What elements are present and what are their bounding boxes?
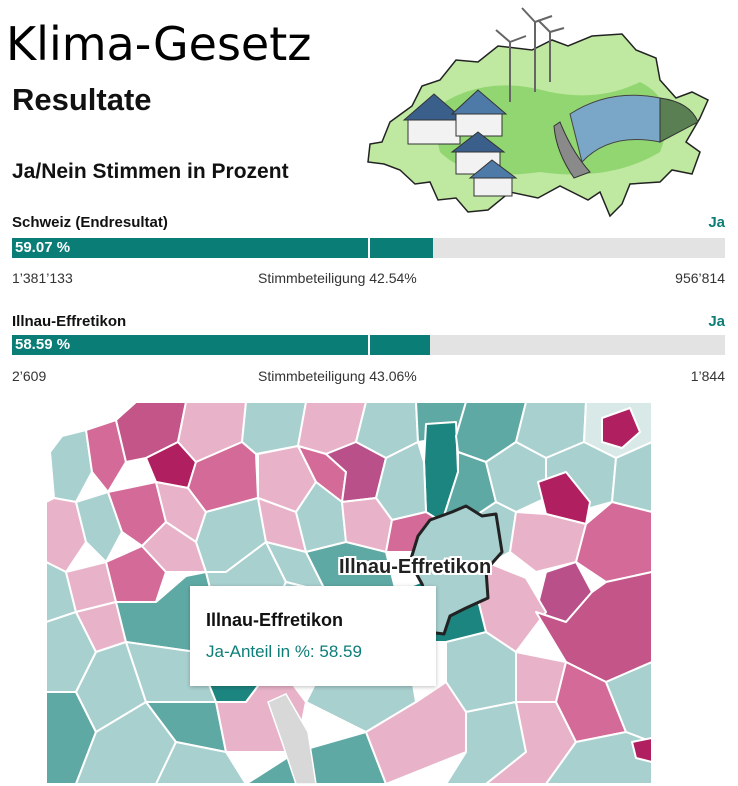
yes-votes-illnau: 2’609	[12, 368, 47, 384]
switzerland-illustration-icon	[367, 7, 709, 218]
results-heading: Resultate	[12, 82, 152, 117]
yes-votes-schweiz: 1’381’133	[12, 270, 73, 286]
municipality	[75, 491, 123, 563]
majority-marker	[368, 335, 370, 355]
no-votes-schweiz: 956’814	[675, 270, 725, 286]
result-bar-illnau: 58.59 %	[12, 335, 725, 355]
result-outcome-illnau: Ja	[708, 313, 725, 330]
result-label-illnau: Illnau-Effretikon	[12, 313, 127, 330]
municipality-map[interactable]	[46, 402, 652, 784]
municipality	[631, 737, 652, 763]
municipality	[545, 731, 652, 784]
municipality	[537, 471, 591, 525]
municipality	[245, 731, 387, 784]
result-bar-schweiz: 59.07 %	[12, 238, 725, 258]
municipality	[601, 407, 641, 449]
turnout-schweiz: Stimmbeteiligung 42.54%	[258, 270, 417, 286]
map-highlight-label: Illnau-Effretikon	[339, 556, 492, 578]
tooltip-title: Illnau-Effretikon	[206, 610, 344, 630]
no-votes-illnau: 1’844	[690, 368, 725, 384]
map-tooltip: Illnau-Effretikon Ja-Anteil in %: 58.59	[190, 586, 436, 686]
yes-percent: 58.59 %	[15, 336, 71, 353]
municipality	[155, 741, 247, 784]
yes-percent: 59.07 %	[15, 239, 71, 256]
result-label-schweiz: Schweiz (Endresultat)	[12, 214, 168, 231]
tooltip-value: Ja-Anteil in %: 58.59	[206, 642, 362, 661]
page-title: Klima-Gesetz	[6, 17, 312, 71]
municipality	[85, 419, 127, 493]
municipality	[605, 661, 652, 743]
turnout-illnau: Stimmbeteiligung 43.06%	[258, 368, 417, 384]
municipality	[611, 441, 652, 513]
yes-share-fill	[12, 238, 434, 258]
yes-share-fill	[12, 335, 430, 355]
lake	[267, 693, 317, 784]
majority-marker	[368, 238, 370, 258]
result-outcome-schweiz: Ja	[708, 214, 725, 231]
municipality	[105, 545, 167, 603]
section-heading: Ja/Nein Stimmen in Prozent	[12, 160, 289, 183]
municipality	[305, 541, 397, 593]
